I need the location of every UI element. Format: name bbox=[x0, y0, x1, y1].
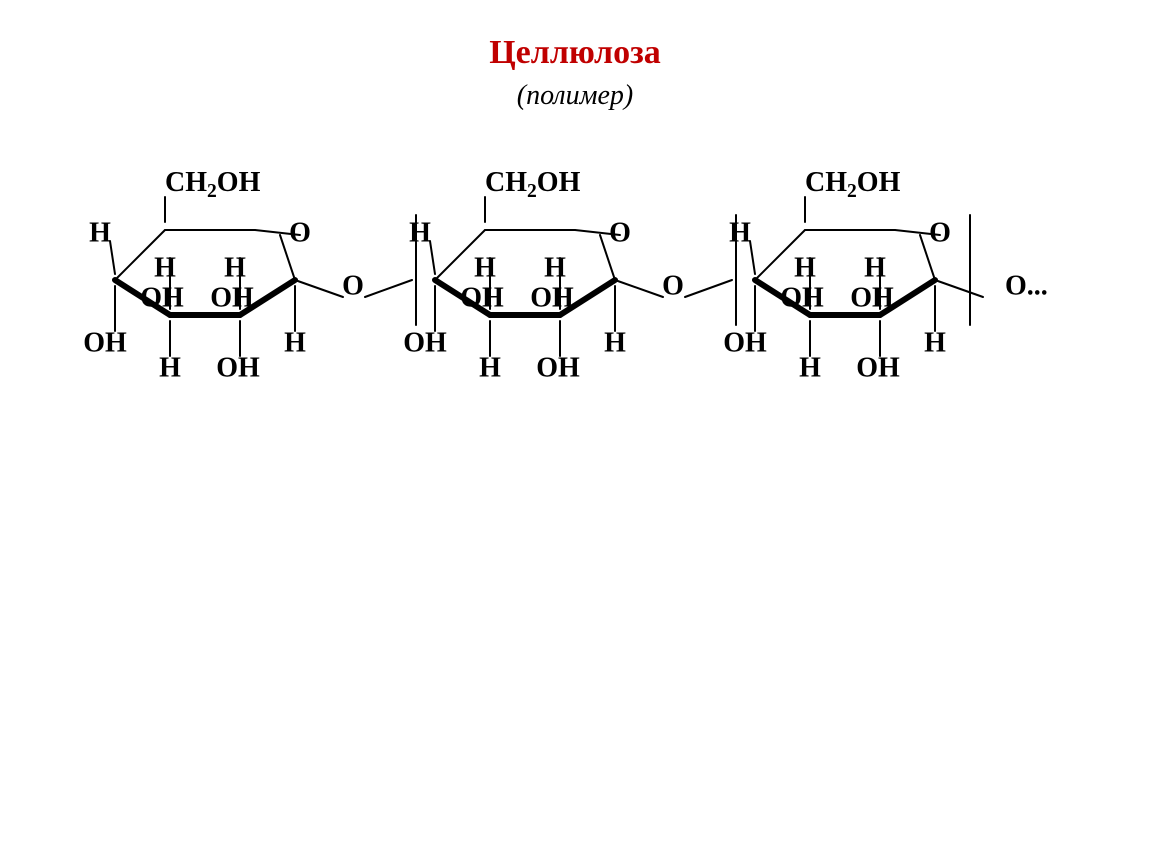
svg-text:OH: OH bbox=[856, 352, 900, 383]
svg-text:H: H bbox=[864, 252, 886, 283]
svg-text:H: H bbox=[604, 327, 626, 358]
svg-text:O: O bbox=[289, 217, 311, 248]
page-title: Целлюлоза bbox=[0, 34, 1150, 72]
svg-text:O: O bbox=[342, 270, 364, 301]
svg-text:OH: OH bbox=[210, 282, 254, 313]
svg-text:OH: OH bbox=[780, 282, 824, 313]
svg-text:H: H bbox=[729, 217, 751, 248]
svg-text:H: H bbox=[159, 352, 181, 383]
svg-text:H: H bbox=[284, 327, 306, 358]
svg-text:H: H bbox=[794, 252, 816, 283]
svg-text:OH: OH bbox=[536, 352, 580, 383]
svg-text:CH2OH: CH2OH bbox=[485, 167, 581, 201]
svg-text:OH: OH bbox=[216, 352, 260, 383]
svg-text:H: H bbox=[924, 327, 946, 358]
svg-text:CH2OH: CH2OH bbox=[165, 167, 261, 201]
svg-text:H: H bbox=[224, 252, 246, 283]
svg-text:H: H bbox=[799, 352, 821, 383]
svg-text:H: H bbox=[89, 217, 111, 248]
svg-text:OH: OH bbox=[140, 282, 184, 313]
svg-text:O: O bbox=[662, 270, 684, 301]
svg-text:O...: O... bbox=[1005, 270, 1048, 301]
svg-text:OH: OH bbox=[460, 282, 504, 313]
svg-text:O: O bbox=[929, 217, 951, 248]
svg-text:O: O bbox=[609, 217, 631, 248]
svg-text:CH2OH: CH2OH bbox=[805, 167, 901, 201]
svg-text:H: H bbox=[544, 252, 566, 283]
svg-text:OH: OH bbox=[83, 327, 127, 358]
svg-text:H: H bbox=[479, 352, 501, 383]
svg-text:OH: OH bbox=[530, 282, 574, 313]
svg-text:OH: OH bbox=[850, 282, 894, 313]
svg-text:OH: OH bbox=[403, 327, 447, 358]
svg-text:H: H bbox=[409, 217, 431, 248]
page-subtitle: (полимер) bbox=[0, 80, 1150, 112]
svg-text:OH: OH bbox=[723, 327, 767, 358]
cellulose-structure-diagram: OCH2OHHHHOHOHOHHOHHOOCH2OHHHHOHOHOHHOHHO… bbox=[70, 150, 1080, 450]
svg-text:H: H bbox=[474, 252, 496, 283]
svg-text:H: H bbox=[154, 252, 176, 283]
